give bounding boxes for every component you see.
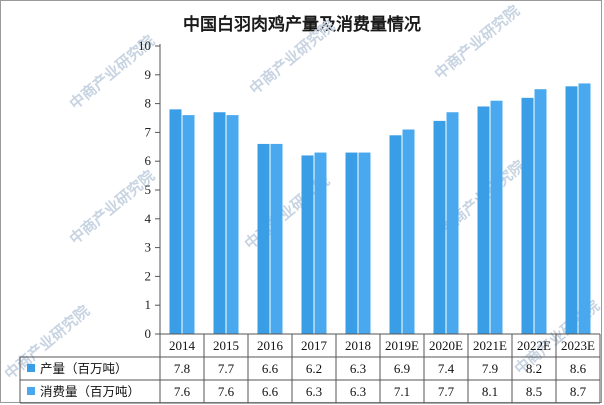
y-tick-label: 8 [145, 96, 152, 111]
y-tick-label: 1 [145, 297, 152, 312]
y-tick-label: 2 [145, 268, 152, 283]
y-tick-label: 5 [145, 182, 152, 197]
bar-production [521, 97, 534, 334]
bar-consumption [402, 129, 415, 334]
data-label: 6.2 [306, 361, 322, 376]
bar-production [389, 135, 402, 334]
bar-consumption [534, 89, 547, 334]
bar-consumption [490, 100, 503, 334]
data-label: 6.6 [262, 361, 279, 376]
data-label: 6.9 [394, 361, 410, 376]
category-label: 2023E [561, 338, 595, 353]
category-label: 2021E [473, 338, 507, 353]
bar-consumption [358, 152, 371, 334]
data-label: 6.3 [350, 361, 366, 376]
bar-production [477, 106, 490, 334]
data-label: 8.7 [570, 384, 587, 399]
category-label: 2018 [345, 338, 371, 353]
y-tick-label: 0 [145, 326, 152, 341]
data-label: 7.1 [394, 384, 410, 399]
legend-swatch [27, 364, 35, 372]
data-label: 8.5 [526, 384, 542, 399]
bar-production [565, 86, 578, 334]
bar-production [301, 155, 314, 334]
category-label: 2014 [169, 338, 196, 353]
bar-production [345, 152, 358, 334]
y-tick-label: 6 [145, 153, 152, 168]
y-tick-label: 3 [145, 240, 152, 255]
bar-consumption [314, 152, 327, 334]
data-label: 6.6 [262, 384, 279, 399]
category-label: 2022E [517, 338, 551, 353]
data-label: 7.7 [218, 361, 235, 376]
watermark-text: 中商产业研究院 [431, 2, 523, 83]
watermark-text: 中商产业研究院 [246, 17, 338, 98]
data-label: 7.9 [482, 361, 498, 376]
data-label: 7.6 [218, 384, 235, 399]
category-label: 2020E [429, 338, 463, 353]
category-label: 2017 [301, 338, 328, 353]
bar-consumption [578, 83, 591, 334]
bar-consumption [446, 112, 459, 335]
data-label: 7.6 [174, 384, 191, 399]
data-label: 8.6 [570, 361, 587, 376]
data-label: 7.4 [438, 361, 455, 376]
legend-swatch [27, 387, 35, 395]
chart-title: 中国白羽肉鸡产量及消费量情况 [183, 15, 421, 35]
y-tick-label: 10 [138, 38, 151, 53]
bar-production [213, 112, 226, 335]
data-label: 8.1 [482, 384, 498, 399]
legend-label: 消费量（百万吨） [40, 384, 140, 399]
data-label: 7.8 [174, 361, 190, 376]
y-tick-label: 7 [145, 124, 152, 139]
bar-consumption [182, 115, 195, 335]
category-label: 2016 [257, 338, 284, 353]
bar-consumption [226, 115, 239, 335]
data-label: 7.7 [438, 384, 455, 399]
bar-production [169, 109, 182, 334]
data-label: 6.3 [306, 384, 322, 399]
category-label: 2019E [385, 338, 419, 353]
bar-consumption [270, 143, 283, 334]
y-tick-label: 9 [145, 67, 152, 82]
data-label: 8.2 [526, 361, 542, 376]
watermark-text: 中商产业研究院 [66, 167, 158, 248]
category-label: 2015 [213, 338, 239, 353]
bar-production [257, 143, 270, 334]
bar-production [433, 120, 446, 334]
y-tick-label: 4 [145, 211, 152, 226]
data-label: 6.3 [350, 384, 366, 399]
legend-label: 产量（百万吨） [40, 361, 128, 376]
